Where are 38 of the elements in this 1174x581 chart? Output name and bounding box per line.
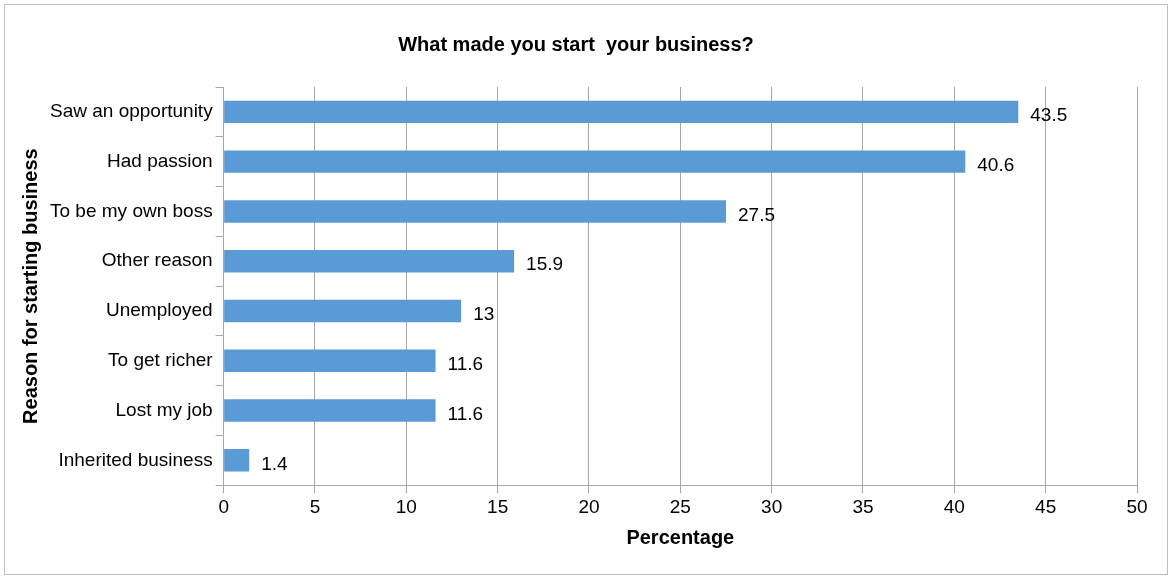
data-label: 11.6 <box>447 402 484 424</box>
y-tick-label: Inherited business <box>58 448 213 470</box>
data-label: 15.9 <box>526 253 564 275</box>
bar <box>224 100 1019 124</box>
y-tick-label: To be my own boss <box>50 199 213 221</box>
x-tick-label: 15 <box>487 495 509 517</box>
x-tick-label: 25 <box>669 495 691 517</box>
bar <box>224 299 462 323</box>
x-tick-label: 50 <box>1126 495 1148 517</box>
x-tick-label: 5 <box>309 495 321 517</box>
bar <box>224 449 250 472</box>
x-axis-title: Percentage <box>626 525 735 548</box>
bar <box>224 200 726 223</box>
data-label: 43.5 <box>1030 104 1068 126</box>
y-axis-title: Reason for starting business <box>18 148 41 424</box>
bar <box>224 399 436 422</box>
y-tick-label: Other reason <box>101 249 213 271</box>
y-tick-label: Unemployed <box>105 299 213 321</box>
x-tick-label: 30 <box>761 495 783 517</box>
x-tick-label: 40 <box>943 495 965 517</box>
y-tick-label: Lost my job <box>115 398 213 420</box>
x-tick-label: 45 <box>1035 495 1057 517</box>
bar <box>224 150 966 173</box>
y-tick-label: To get richer <box>108 349 214 370</box>
x-tick-label: 0 <box>218 495 229 517</box>
data-label: 40.6 <box>977 153 1015 175</box>
data-label: 27.5 <box>738 203 775 225</box>
y-tick-label: Saw an opportunity <box>49 100 214 122</box>
data-label: 1.4 <box>261 452 289 474</box>
x-tick-label: 20 <box>578 495 600 517</box>
x-tick-label: 10 <box>395 495 417 517</box>
bar <box>224 349 436 372</box>
chart-title: What made you start your business? <box>398 32 754 55</box>
bar <box>224 250 515 273</box>
x-tick-label: 35 <box>852 495 874 517</box>
data-label: 11.6 <box>447 353 484 374</box>
data-label: 13 <box>473 303 495 325</box>
y-tick-label: Had passion <box>107 149 213 171</box>
